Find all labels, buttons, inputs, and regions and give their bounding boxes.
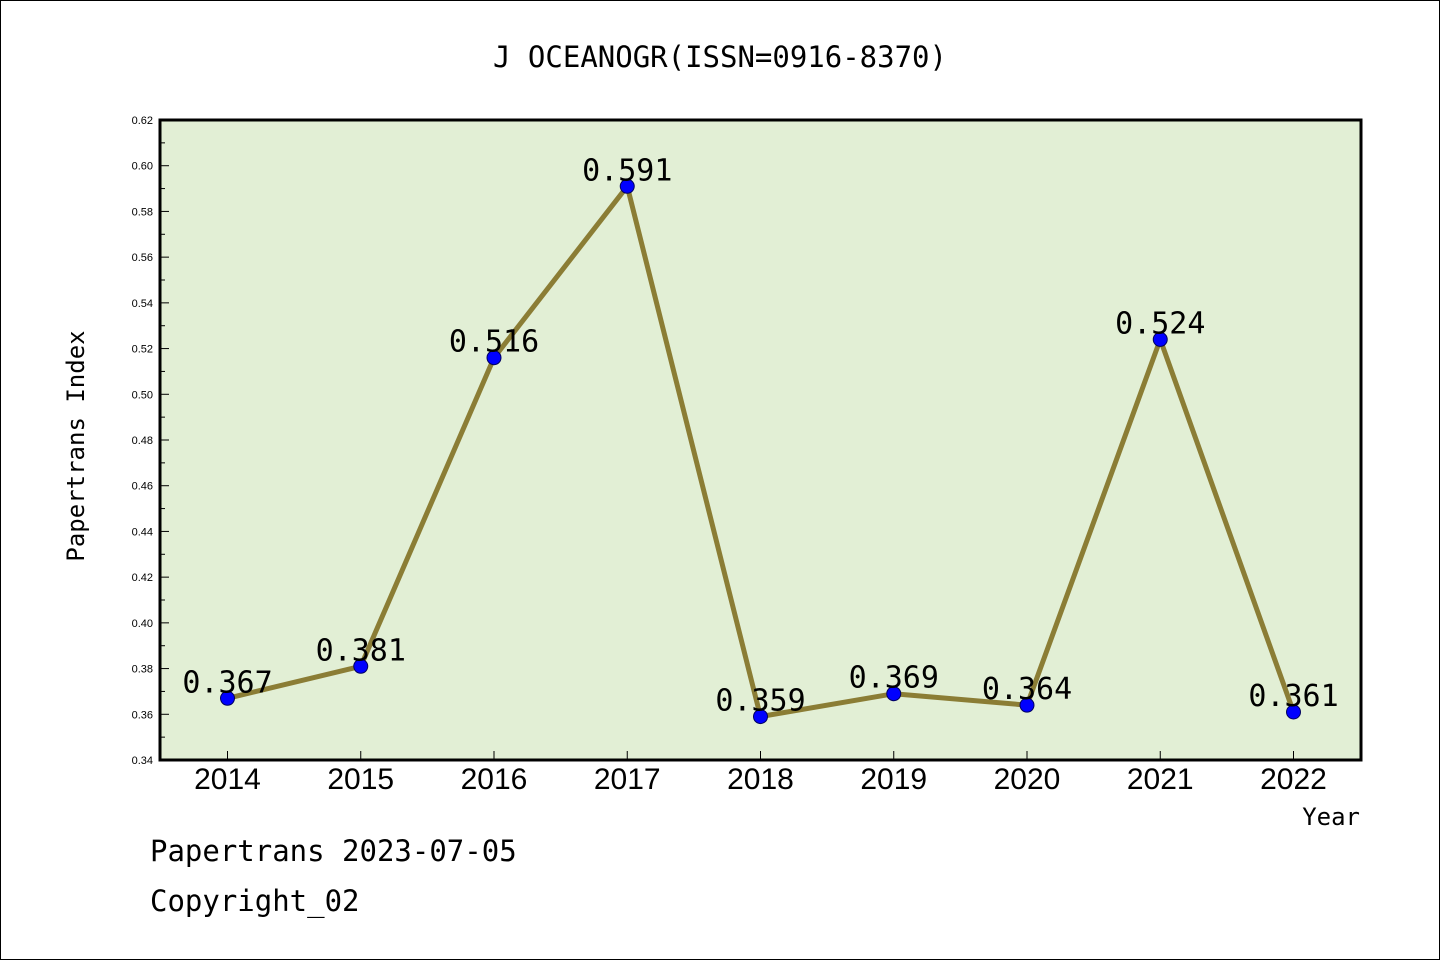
- x-tick-label: 2017: [594, 763, 661, 796]
- chart-title: J OCEANOGR(ISSN=0916-8370): [493, 40, 947, 74]
- data-label: 0.516: [449, 325, 539, 360]
- y-tick-label: 0.46: [132, 481, 153, 493]
- data-point: [1152, 331, 1168, 347]
- x-tick-label: 2016: [461, 763, 528, 796]
- data-point: [753, 709, 768, 725]
- y-tick-label: 0.52: [132, 344, 153, 356]
- data-label: 0.364: [982, 672, 1072, 707]
- x-tick-label: 2022: [1260, 763, 1327, 796]
- y-tick-label: 0.62: [132, 115, 153, 127]
- x-axis-label: Year: [1302, 803, 1360, 831]
- y-tick-label: 0.40: [132, 618, 153, 630]
- data-labels: 0.367 0.381 0.516 0.591 0.359 0.369 0.364 0.524…: [182, 153, 1338, 718]
- y-tick-label: 0.50: [132, 389, 153, 401]
- y-axis: 0.34 0.36 0.38 0.40 0.42 0.44 0.46 0.48 0.50 0.52…: [132, 115, 169, 767]
- y-tick-label: 0.38: [132, 664, 153, 676]
- x-tick-label: 2015: [327, 763, 394, 796]
- y-tick-label: 0.34: [132, 755, 153, 767]
- y-tick-label: 0.60: [132, 161, 153, 173]
- data-label: 0.381: [316, 633, 406, 668]
- x-axis: 2014 2015 2016 2017 2018 2019 2020 2021 2022: [194, 751, 1327, 796]
- data-point: [886, 686, 902, 702]
- data-label: 0.359: [715, 684, 805, 719]
- x-tick-label: 2021: [1127, 763, 1194, 796]
- footer-date: Papertrans 2023-07-05: [150, 834, 517, 868]
- x-tick-label: 2020: [994, 763, 1061, 796]
- y-tick-label: 0.48: [132, 435, 153, 447]
- y-tick-label: 0.54: [132, 298, 153, 310]
- data-label: 0.369: [849, 661, 939, 696]
- data-point: [353, 658, 369, 674]
- y-axis-label: Papertrans Index: [62, 330, 90, 561]
- x-tick-label: 2019: [860, 763, 927, 796]
- x-tick-label: 2014: [194, 763, 261, 796]
- plot-area: [158, 118, 1363, 762]
- y-tick-label: 0.58: [132, 206, 153, 218]
- x-tick-label: 2018: [727, 763, 794, 796]
- data-points: [220, 178, 1301, 725]
- y-tick-label: 0.44: [132, 526, 153, 538]
- data-label: 0.524: [1115, 306, 1205, 341]
- data-label: 0.361: [1248, 679, 1338, 714]
- data-point: [1019, 697, 1035, 713]
- data-point: [220, 690, 235, 706]
- data-label: 0.591: [582, 153, 672, 188]
- data-label: 0.367: [182, 665, 272, 700]
- data-point: [486, 350, 502, 366]
- footer-copyright: Copyright_02: [150, 884, 360, 918]
- data-point: [619, 178, 635, 194]
- y-tick-label: 0.36: [132, 709, 153, 721]
- y-tick-label: 0.56: [132, 252, 153, 264]
- y-tick-label: 0.42: [132, 572, 153, 584]
- data-point: [1286, 704, 1301, 720]
